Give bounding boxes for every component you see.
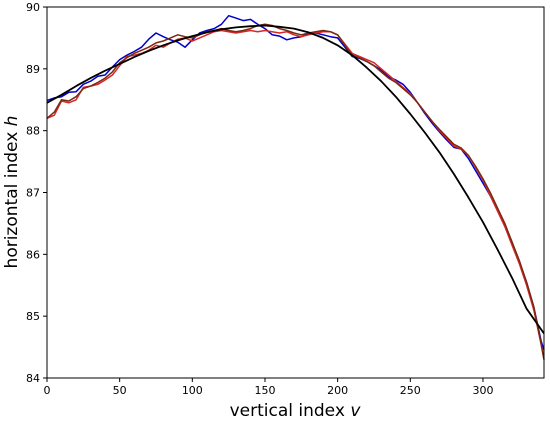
- x-tick-label: 150: [254, 384, 275, 397]
- x-axis-label-text: vertical index: [230, 401, 345, 421]
- y-tick-label: 89: [26, 63, 40, 76]
- x-axis-ticks: 0 50 100 150 200 250 300: [44, 378, 493, 397]
- series-line-fit: [46, 24, 545, 335]
- x-tick-label: 300: [472, 384, 493, 397]
- y-tick-label: 85: [26, 310, 40, 323]
- x-axis-label: vertical index v: [230, 401, 362, 421]
- y-tick-label: 90: [26, 1, 40, 14]
- y-tick-label: 87: [26, 187, 40, 200]
- y-tick-label: 86: [26, 248, 40, 261]
- y-tick-label: 88: [26, 125, 40, 138]
- x-tick-label: 250: [400, 384, 421, 397]
- x-tick-label: 200: [327, 384, 348, 397]
- series-line-brown: [46, 23, 545, 360]
- y-axis-label: horizontal index h: [2, 116, 22, 269]
- y-axis-ticks: 84 85 86 87 88 89 90: [26, 1, 47, 385]
- y-tick-label: 84: [26, 372, 40, 385]
- series-line-blue: [46, 14, 545, 351]
- x-tick-label: 100: [182, 384, 203, 397]
- x-tick-label: 50: [113, 384, 127, 397]
- y-axis-label-var: h: [2, 116, 22, 127]
- x-tick-label: 0: [44, 384, 51, 397]
- y-axis-label-text: horizontal index: [2, 132, 22, 269]
- x-axis-label-var: v: [350, 401, 361, 421]
- series-layer: [46, 14, 545, 360]
